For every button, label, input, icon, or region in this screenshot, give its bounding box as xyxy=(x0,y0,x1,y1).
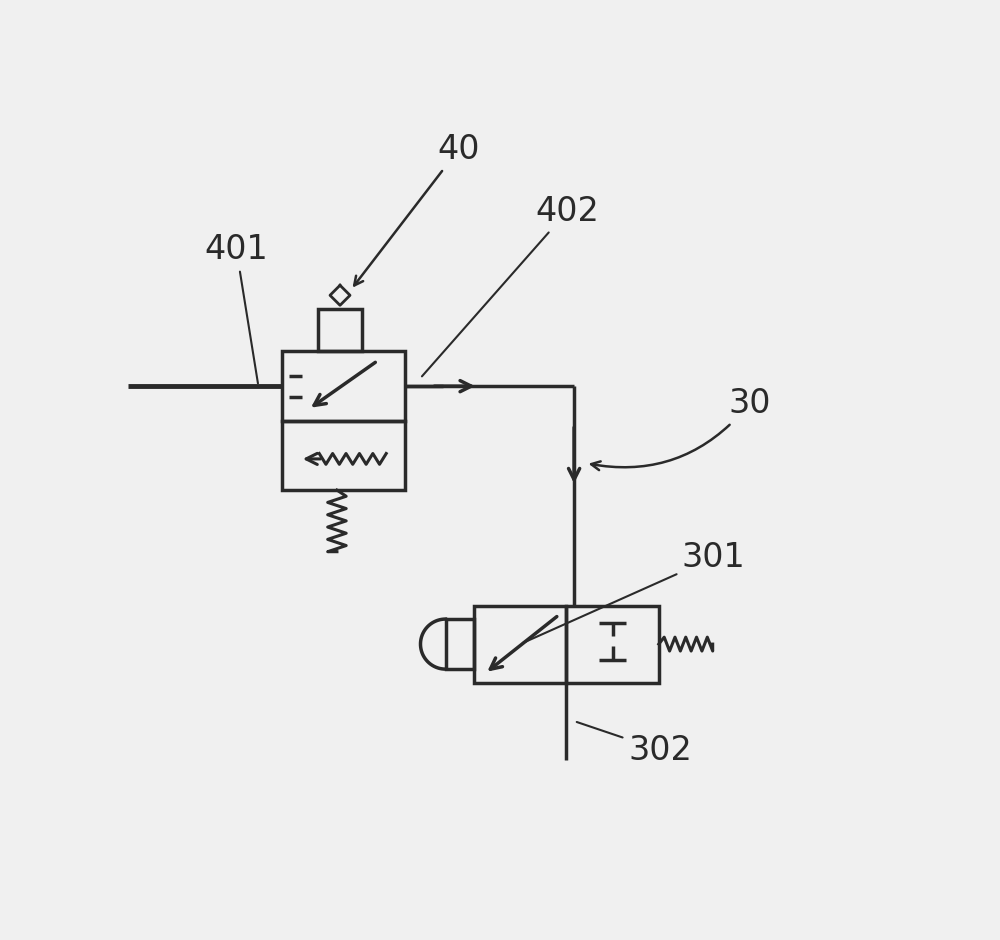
Bar xyxy=(446,619,474,669)
Bar xyxy=(474,605,566,682)
Bar xyxy=(566,605,659,682)
Text: 30: 30 xyxy=(591,387,771,470)
Text: 401: 401 xyxy=(205,233,268,384)
Text: 402: 402 xyxy=(422,195,599,376)
Bar xyxy=(318,309,362,352)
Text: 301: 301 xyxy=(523,541,746,643)
Bar xyxy=(282,421,405,490)
Text: 302: 302 xyxy=(577,722,692,767)
Bar xyxy=(282,352,405,421)
Text: 40: 40 xyxy=(354,133,480,286)
